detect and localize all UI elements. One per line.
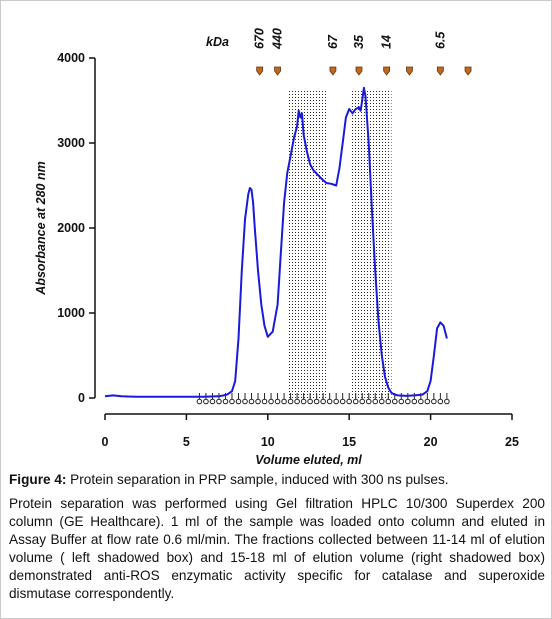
x-tick-label: 15 bbox=[342, 435, 356, 449]
y-tick-label: 0 bbox=[78, 391, 85, 405]
fraction-marker bbox=[268, 398, 274, 405]
fraction-marker bbox=[255, 398, 261, 405]
marker-label: 67 bbox=[326, 34, 340, 49]
fraction-marker bbox=[196, 398, 203, 405]
fraction-marker bbox=[346, 398, 353, 405]
fraction-marker bbox=[248, 398, 255, 405]
fraction-marker bbox=[339, 398, 346, 405]
fraction-marker bbox=[294, 398, 300, 405]
y-tick-label: 1000 bbox=[57, 306, 85, 320]
fraction-marker bbox=[444, 398, 450, 405]
marker-arrow bbox=[274, 66, 281, 76]
marker-arrow bbox=[436, 66, 444, 76]
fraction-marker bbox=[313, 398, 320, 405]
fraction-marker bbox=[359, 398, 366, 405]
fraction-marker bbox=[378, 398, 385, 405]
fraction-marker bbox=[229, 398, 235, 405]
marker-label: 440 bbox=[271, 28, 285, 50]
x-axis-title: Volume eluted, ml bbox=[255, 453, 362, 467]
caption-title-text: Protein separation in PRP sample, induce… bbox=[66, 472, 449, 487]
fraction-marker bbox=[274, 398, 281, 405]
y-tick-label: 3000 bbox=[57, 136, 85, 150]
marker-arrow bbox=[464, 66, 472, 76]
shaded-regions bbox=[287, 89, 392, 398]
x-tick-label: 0 bbox=[102, 435, 109, 449]
x-tick-label: 25 bbox=[505, 435, 519, 449]
fraction-marker bbox=[437, 398, 444, 405]
marker-arrow bbox=[256, 66, 264, 76]
fraction-marker bbox=[209, 398, 216, 405]
marker-label: 670 bbox=[253, 28, 267, 49]
x-tick-label: 5 bbox=[183, 435, 190, 449]
fraction-marker bbox=[235, 398, 242, 405]
fraction-marker bbox=[222, 398, 229, 405]
fraction-marker bbox=[287, 398, 294, 405]
fraction-marker bbox=[203, 398, 209, 405]
fraction-marker bbox=[411, 398, 418, 405]
figure-label: Figure 4: bbox=[9, 472, 67, 487]
fraction-marker bbox=[261, 398, 268, 405]
fraction-markers bbox=[196, 393, 450, 405]
marker-arrow bbox=[406, 66, 413, 76]
fraction-marker bbox=[424, 398, 431, 405]
marker-arrow bbox=[329, 66, 337, 76]
fraction-marker bbox=[216, 398, 222, 405]
fraction-marker bbox=[242, 398, 248, 405]
fraction-marker bbox=[385, 398, 392, 405]
fraction-marker bbox=[352, 398, 359, 405]
fraction-marker bbox=[372, 398, 379, 405]
x-tick-label: 10 bbox=[261, 435, 275, 449]
fraction-marker bbox=[281, 398, 287, 405]
fraction-marker bbox=[431, 398, 437, 405]
marker-header: kDa bbox=[206, 35, 229, 49]
series-layer bbox=[104, 86, 448, 398]
fraction-marker bbox=[320, 398, 326, 405]
tick-labels: 0 1000 2000 3000 4000 0 5 10 15 20 25 bbox=[57, 51, 519, 449]
marker-arrow bbox=[383, 66, 391, 76]
figure-caption: Figure 4: Protein separation in PRP samp… bbox=[9, 471, 545, 603]
axes bbox=[89, 57, 513, 420]
molecular-weight-markers: 670 440 67 35 14 6.5 bbox=[253, 28, 472, 76]
elution-chart: 0 1000 2000 3000 4000 0 5 10 15 20 25 670 440 67 35 14… bbox=[34, 28, 519, 467]
fraction-marker bbox=[333, 398, 339, 405]
fraction-marker bbox=[398, 398, 405, 405]
marker-label: 6.5 bbox=[433, 31, 447, 49]
y-tick-label: 2000 bbox=[57, 221, 85, 235]
fraction-marker bbox=[307, 398, 313, 405]
y-axis-title: Absorbance at 280 nm bbox=[34, 161, 48, 295]
fraction-marker bbox=[405, 398, 411, 405]
marker-arrow bbox=[355, 66, 363, 76]
fraction-marker bbox=[326, 398, 333, 405]
fraction-marker bbox=[300, 398, 307, 405]
x-tick-label: 20 bbox=[424, 435, 438, 449]
marker-label: 14 bbox=[380, 35, 394, 49]
fraction-marker bbox=[418, 398, 424, 405]
shaded-region bbox=[287, 89, 329, 398]
absorbance-line bbox=[104, 86, 448, 398]
fraction-marker bbox=[391, 398, 398, 405]
caption-body: Protein separation was performed using G… bbox=[9, 496, 545, 601]
y-tick-label: 4000 bbox=[57, 51, 85, 65]
marker-label: 35 bbox=[352, 34, 366, 49]
caption-title: Figure 4: Protein separation in PRP samp… bbox=[9, 471, 545, 489]
shaded-region bbox=[350, 89, 392, 398]
fraction-marker bbox=[365, 398, 372, 405]
